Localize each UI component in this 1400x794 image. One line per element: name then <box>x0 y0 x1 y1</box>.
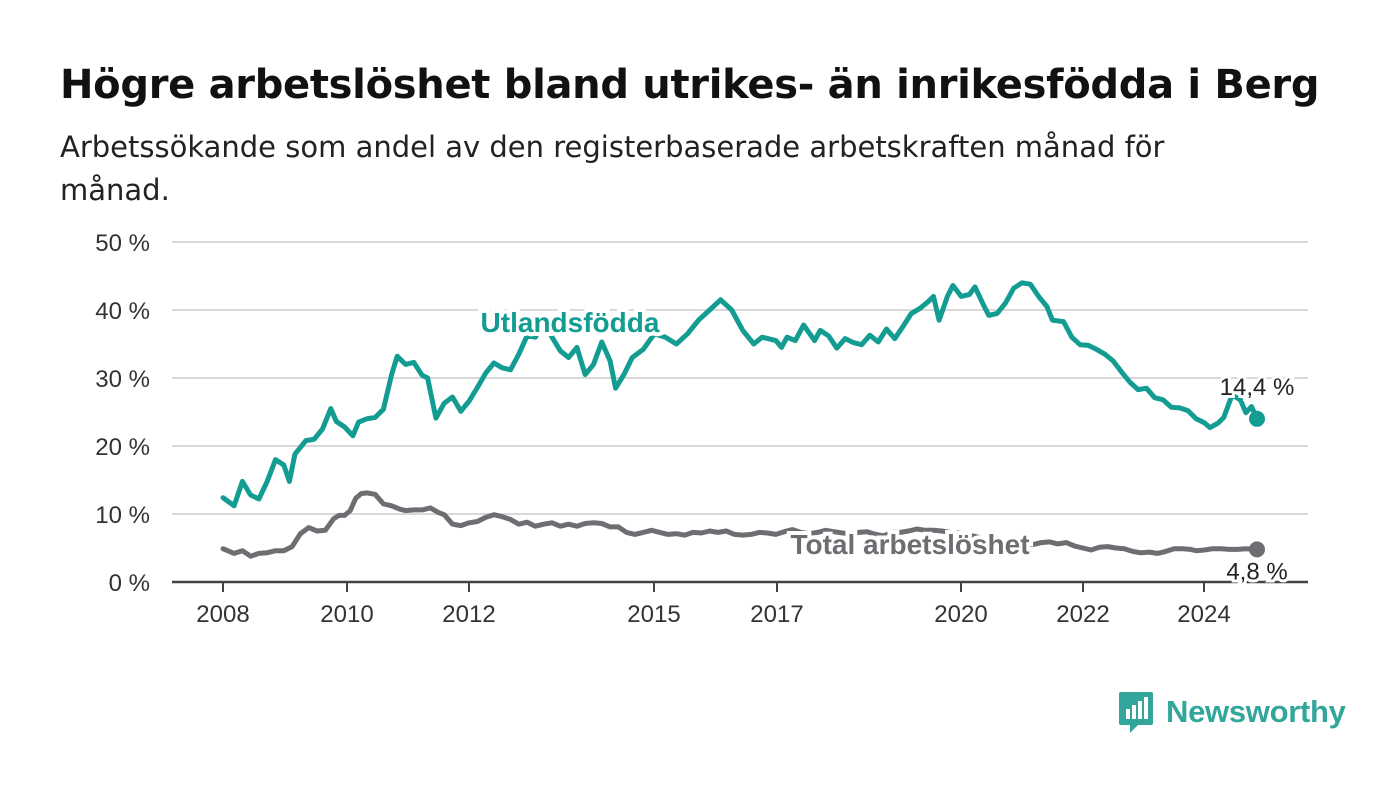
brand-logo: Newsworthy <box>1118 690 1346 734</box>
series-end-label: 14,4 % <box>1220 374 1295 401</box>
x-tick-label: 2015 <box>627 601 680 628</box>
brand-name: Newsworthy <box>1166 694 1346 729</box>
series-line <box>220 280 1260 509</box>
newsworthy-logo-icon <box>1119 692 1153 733</box>
y-tick-label: 30 % <box>95 366 150 393</box>
x-tick-label: 2024 <box>1177 601 1230 628</box>
series-lines <box>220 280 1265 559</box>
series-end-point <box>1249 410 1265 427</box>
chart-title: Högre arbetslöshet bland utrikes- än inr… <box>60 62 1320 108</box>
gridlines <box>172 241 1308 515</box>
x-axis-ticks: 2008 2010 2012 2015 2017 2020 2022 2024 <box>196 582 1231 628</box>
x-tick-label: 2012 <box>442 601 495 628</box>
y-tick-label: 20 % <box>95 434 150 461</box>
series-end-point <box>1249 541 1265 558</box>
y-tick-label: 0 % <box>109 570 150 597</box>
x-tick-label: 2010 <box>320 601 373 628</box>
series-line <box>220 490 1260 559</box>
x-tick-label: 2020 <box>934 601 987 628</box>
y-tick-label: 50 % <box>95 230 150 257</box>
x-tick-label: 2017 <box>750 601 803 628</box>
series-label-utlandsfodda: Utlandsfödda <box>481 307 660 338</box>
y-axis-ticks: 0 % 10 % 20 % 30 % 40 % 50 % <box>95 230 150 597</box>
y-tick-label: 40 % <box>95 298 150 325</box>
y-tick-label: 10 % <box>95 502 150 529</box>
x-tick-label: 2008 <box>196 601 249 628</box>
series-end-label: 4,8 % <box>1226 558 1287 585</box>
chart-subtitle: Arbetssökande som andel av den registerb… <box>60 130 1165 207</box>
series-labels: 14,4 % 4,8 % Utlandsfödda Total arbetslöshe… <box>477 303 1298 588</box>
x-tick-label: 2022 <box>1056 601 1109 628</box>
series-label-total: Total arbetslöshet <box>790 529 1029 560</box>
